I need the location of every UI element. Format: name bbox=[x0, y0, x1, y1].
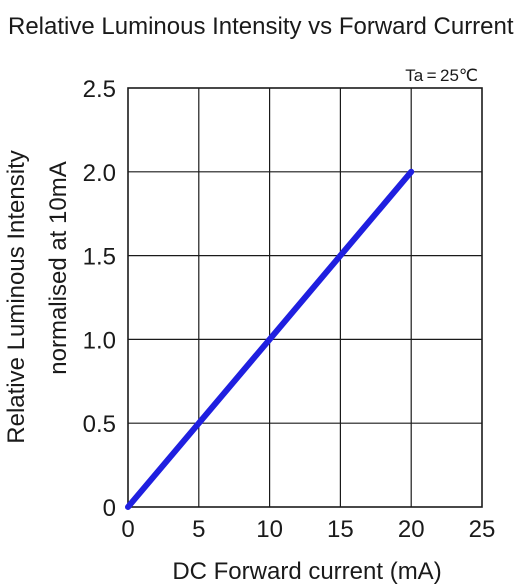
y-tick-label: 2.0 bbox=[83, 160, 116, 187]
y-axis-subtitle: normalised at 10mA bbox=[45, 161, 72, 374]
y-axis-ticks: 0 0.5 1.0 1.5 2.0 2.5 bbox=[83, 76, 116, 522]
x-tick-label: 20 bbox=[398, 516, 425, 543]
x-tick-label: 5 bbox=[192, 516, 205, 543]
y-tick-label: 2.5 bbox=[83, 76, 116, 103]
y-tick-label: 1.0 bbox=[83, 327, 116, 354]
x-axis-title: DC Forward current (mA) bbox=[172, 558, 441, 585]
y-tick-label: 0.5 bbox=[83, 411, 116, 438]
grid bbox=[128, 88, 482, 507]
x-tick-label: 15 bbox=[327, 516, 354, 543]
plot-frame bbox=[127, 87, 483, 508]
x-tick-label: 25 bbox=[469, 516, 496, 543]
y-axis-label: Relative Luminous Intensity normalised a… bbox=[3, 150, 72, 443]
y-tick-label: 1.5 bbox=[83, 244, 116, 271]
annotation-group: Ta = 25℃ bbox=[405, 66, 478, 85]
series-layer bbox=[125, 168, 415, 510]
x-axis-ticks: 0 5 10 15 20 25 bbox=[121, 516, 495, 543]
y-axis-title: Relative Luminous Intensity bbox=[3, 150, 30, 443]
chart-title: Relative Luminous Intensity vs Forward C… bbox=[8, 13, 514, 40]
x-tick-label: 0 bbox=[121, 516, 134, 543]
y-tick-label: 0 bbox=[103, 495, 116, 522]
temperature-annotation: Ta = 25℃ bbox=[405, 66, 478, 85]
x-tick-label: 10 bbox=[256, 516, 283, 543]
